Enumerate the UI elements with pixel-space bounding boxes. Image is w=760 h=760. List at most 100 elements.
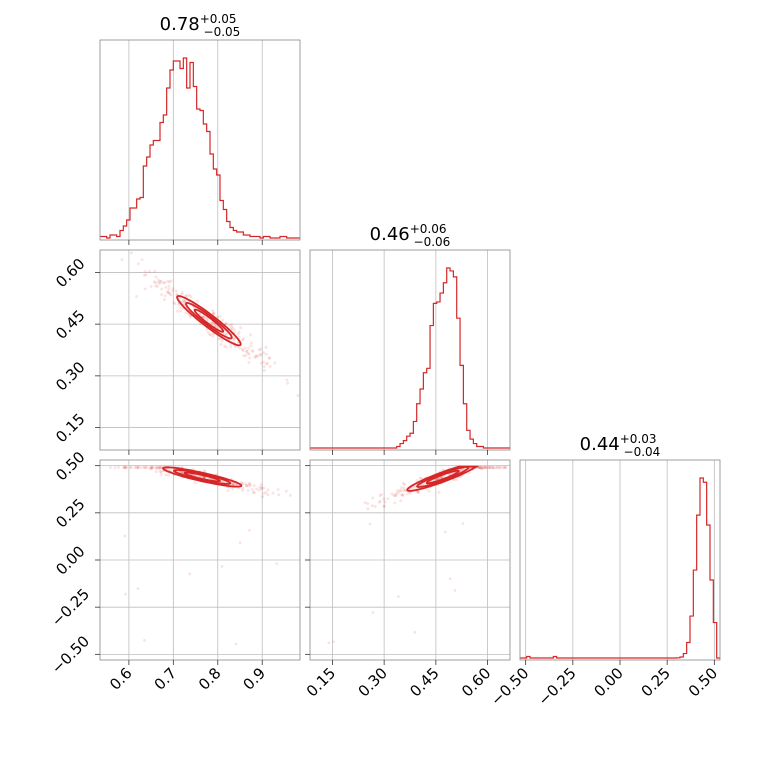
sample-point [187,293,191,297]
sample-point [237,335,241,339]
contour-0 [176,295,242,347]
sample-point [264,490,268,494]
sample-point [158,466,162,470]
sample-point [327,641,331,645]
sample-point [159,279,163,283]
sample-point [182,299,186,303]
sample-point [201,315,205,319]
y-tick-label: 0.15 [52,410,88,446]
x-tick-label: 0.8 [195,664,225,694]
sample-point [234,483,238,487]
sample-point [230,325,234,329]
contour-2 [193,308,225,333]
sample-point [167,291,171,295]
sample-point [480,466,484,470]
sample-point [262,351,266,355]
sample-point [487,466,491,470]
sample-point [172,301,176,305]
sample-point [211,311,215,315]
sample-point [258,485,262,489]
sample-point [226,489,230,493]
contour-0 [161,466,243,488]
sample-point [252,490,256,494]
panel-title-2: 0.44+0.03 −0.04 [580,432,661,459]
sample-point [484,466,488,470]
histogram-1 [310,267,511,449]
sample-point [241,489,245,493]
sample-point [249,344,253,348]
sample-point [139,466,143,470]
histogram-0 [100,57,300,239]
sample-point [144,466,148,470]
sample-point [180,471,184,475]
sample-point [479,467,483,471]
sample-point [209,333,213,337]
sample-point [412,485,416,489]
sample-point [437,490,441,494]
x-tick-label: −0.25 [534,664,579,709]
sample-point [394,493,398,497]
sample-point [245,484,249,488]
sample-point [394,492,398,496]
sample-point [239,326,243,330]
sample-point [371,611,375,614]
sample-point [401,493,405,497]
sample-point [266,493,270,497]
sample-point [489,466,493,470]
y-tick-label: 0.50 [52,448,88,484]
contour-1 [416,466,470,488]
x-tick-label: 0.00 [590,664,626,700]
sample-point [123,466,127,470]
sample-point [396,491,400,495]
sample-point [154,470,158,474]
sample-point [230,326,234,330]
x-tick-label: 0.30 [355,664,391,700]
sample-point [259,361,263,365]
sample-point [211,334,215,338]
sample-point [228,323,232,327]
sample-point [415,479,419,483]
sample-point [180,471,184,475]
sample-point [483,466,487,470]
sample-point [491,466,495,470]
sample-point [231,482,235,486]
sample-point [167,473,171,477]
sample-point [164,285,168,289]
sample-point [136,587,140,590]
sample-point [204,316,208,320]
sample-point [246,351,250,355]
panel-frame [309,249,511,451]
sample-point [436,477,440,481]
sample-point [221,318,225,322]
sample-point [224,345,228,349]
x-tick-label: 0.9 [239,664,269,694]
contour-1 [185,302,233,340]
sample-point [108,466,112,470]
sample-point [482,466,486,470]
sample-point [169,279,173,283]
sample-point [160,292,164,296]
panel-title-0: 0.78+0.05 −0.05 [160,12,241,39]
sample-point [160,287,164,291]
sample-point [203,469,207,473]
sample-point [243,346,247,350]
sample-point [248,482,252,486]
sample-point [169,293,173,297]
sample-point [153,269,157,273]
sample-point [230,482,234,486]
x-tick-label: 0.15 [303,664,339,700]
sample-point [211,321,215,325]
sample-point [246,483,250,487]
sample-point [386,497,390,501]
sample-point [422,482,426,486]
sample-point [382,497,386,501]
sample-point [167,284,171,288]
sample-point [166,291,170,295]
sample-point [220,565,224,568]
sample-point [478,466,482,470]
sample-point [382,504,386,508]
sample-point [164,473,168,477]
sample-point [250,349,254,353]
sample-point [492,466,496,470]
sample-point [253,356,257,360]
